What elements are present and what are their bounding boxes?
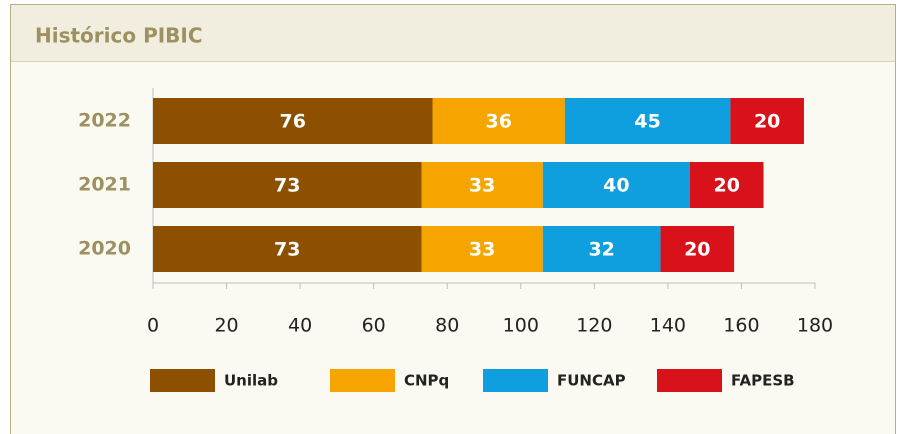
legend-label: FAPESB xyxy=(731,372,795,390)
x-tick-label: 160 xyxy=(723,315,759,337)
data-label: 76 xyxy=(280,111,306,133)
legend-swatch xyxy=(150,369,215,392)
data-label: 73 xyxy=(274,175,300,197)
data-label: 33 xyxy=(469,239,495,261)
data-label: 40 xyxy=(603,175,629,197)
data-label: 73 xyxy=(274,239,300,261)
data-label: 20 xyxy=(754,111,780,133)
legend-swatch xyxy=(657,369,722,392)
bar-segment xyxy=(432,98,565,144)
x-tick-label: 120 xyxy=(576,315,612,337)
x-tick-label: 20 xyxy=(214,315,238,337)
data-label: 45 xyxy=(634,111,660,133)
legend-label: Unilab xyxy=(224,372,278,390)
panel-body xyxy=(10,4,896,434)
legend-label: FUNCAP xyxy=(557,372,626,390)
bar-segment xyxy=(542,162,690,208)
bar-segment xyxy=(421,162,543,208)
panel-title: Histórico PIBIC xyxy=(35,24,203,48)
legend-swatch xyxy=(330,369,395,392)
bar-segment xyxy=(153,162,422,208)
bar-segment xyxy=(689,162,764,208)
panel-header xyxy=(11,5,895,61)
x-tick-label: 180 xyxy=(797,315,833,337)
data-label: 36 xyxy=(485,111,511,133)
x-tick-label: 140 xyxy=(650,315,686,337)
bar-segment xyxy=(730,98,804,144)
x-tick-label: 80 xyxy=(435,315,459,337)
y-tick-label: 2021 xyxy=(78,174,131,196)
bar-segment xyxy=(564,98,731,144)
x-tick-label: 0 xyxy=(147,315,159,337)
bar-segment xyxy=(153,98,433,144)
bar-segment xyxy=(542,226,661,272)
x-tick-label: 100 xyxy=(503,315,539,337)
data-label: 20 xyxy=(684,239,710,261)
x-tick-label: 60 xyxy=(362,315,386,337)
x-tick-label: 40 xyxy=(288,315,312,337)
y-tick-label: 2022 xyxy=(78,110,131,132)
bar-segment xyxy=(660,226,735,272)
data-label: 33 xyxy=(469,175,495,197)
y-tick-label: 2020 xyxy=(78,238,131,260)
bar-segment xyxy=(153,226,422,272)
data-label: 20 xyxy=(714,175,740,197)
data-label: 32 xyxy=(588,239,614,261)
legend-label: CNPq xyxy=(404,372,449,390)
bar-segment xyxy=(421,226,543,272)
legend-swatch xyxy=(483,369,548,392)
